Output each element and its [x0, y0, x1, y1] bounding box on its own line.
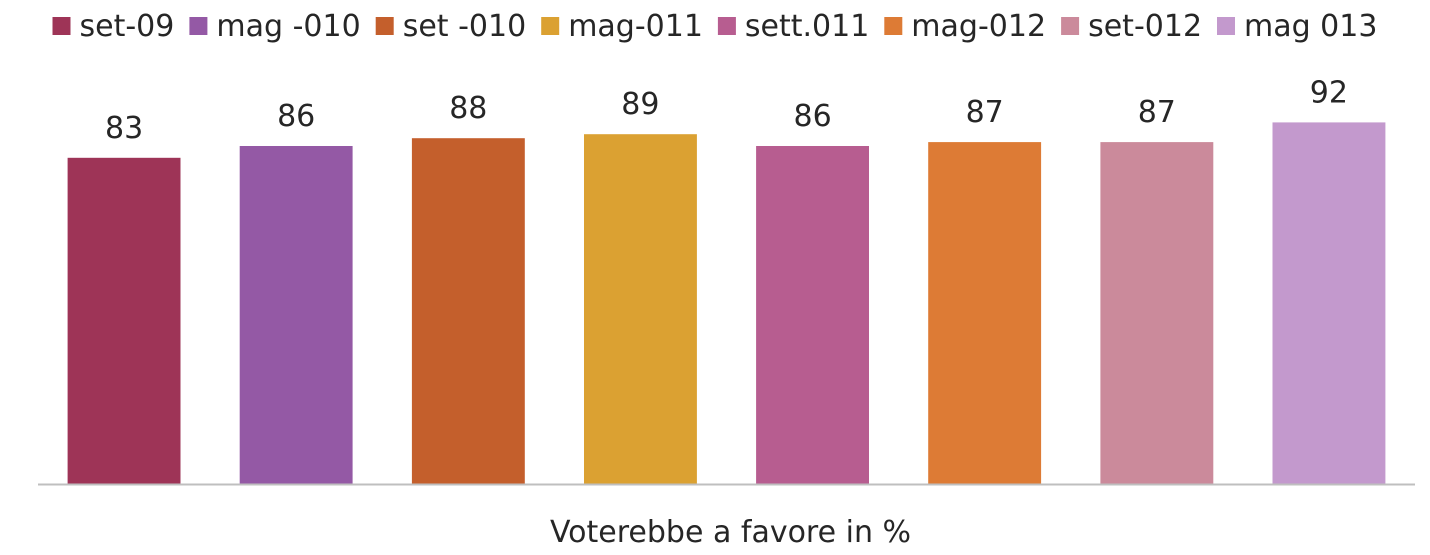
legend-swatch [884, 17, 903, 35]
bar-8 [1272, 122, 1386, 485]
legend-label: mag-011 [568, 9, 703, 44]
bar-2 [239, 146, 353, 484]
legend-label: mag 013 [1244, 9, 1377, 44]
legend-item-2: mag -010 [189, 9, 361, 44]
legend-swatch [52, 17, 71, 35]
legend-item-6: mag-012 [884, 9, 1046, 44]
legend-item-5: sett.011 [717, 9, 869, 44]
legend-label: set-012 [1088, 9, 1202, 44]
legend-label: mag -010 [216, 9, 360, 44]
bar-5 [756, 146, 869, 484]
data-label-1: 83 [105, 111, 143, 146]
legend-swatch [1217, 17, 1235, 35]
legend-swatch [375, 17, 394, 35]
legend-item-3: set -010 [375, 9, 526, 44]
legend-swatch [189, 17, 208, 35]
legend-item-7: set-012 [1061, 9, 1202, 44]
data-labels: 83 86 88 89 86 87 87 92 [105, 75, 1348, 145]
x-axis-title: Voterebbe a favore in % [550, 515, 911, 550]
legend-item-1: set-09 [52, 9, 175, 44]
data-label-4: 89 [621, 87, 659, 122]
legend-label: mag-012 [911, 9, 1046, 44]
legend-item-8: mag 013 [1217, 9, 1377, 44]
legend-label: set -010 [403, 9, 526, 44]
legend-label: sett.011 [745, 9, 869, 44]
data-label-3: 88 [449, 91, 487, 126]
bars [67, 122, 1386, 485]
legend-item-4: mag-011 [541, 9, 703, 44]
legend-label: set-09 [80, 9, 175, 44]
data-label-6: 87 [966, 95, 1004, 130]
data-label-7: 87 [1138, 95, 1176, 130]
data-label-2: 86 [277, 99, 315, 134]
bar-4 [584, 134, 697, 484]
bar-7 [1100, 142, 1214, 484]
data-label-5: 86 [794, 99, 832, 134]
legend: set-09 mag -010 set -010 mag-011 sett.011 mag… [52, 9, 1377, 44]
legend-swatch [1061, 17, 1080, 35]
data-label-8: 92 [1310, 75, 1348, 110]
legend-swatch [541, 17, 560, 35]
bar-1 [67, 157, 181, 485]
bar-3 [411, 138, 525, 484]
bar-6 [928, 142, 1042, 484]
legend-swatch [717, 17, 736, 35]
